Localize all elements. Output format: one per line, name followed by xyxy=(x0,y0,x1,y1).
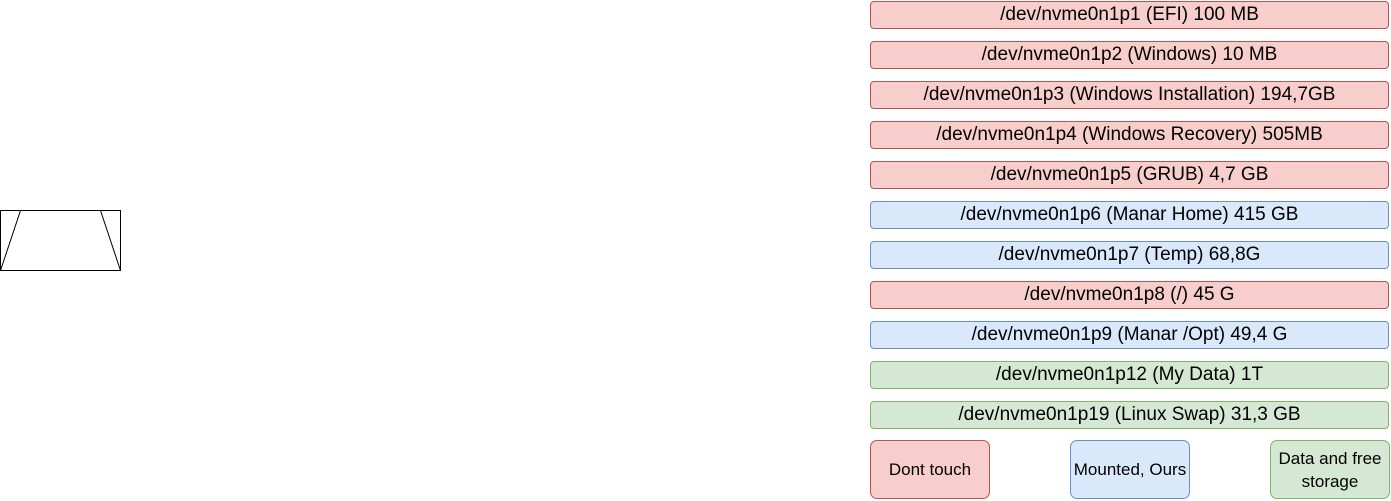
partition-p3[interactable]: /dev/nvme0n1p3 (Windows Installation) 19… xyxy=(870,81,1389,109)
partition-label: /dev/nvme0n1p5 (GRUB) 4,7 GB xyxy=(990,164,1269,185)
partition-label: /dev/nvme0n1p6 (Manar Home) 415 GB xyxy=(960,204,1299,225)
legend-label: Mounted, Ours xyxy=(1073,460,1187,479)
partition-label: /dev/nvme0n1p1 (EFI) 100 MB xyxy=(1000,4,1259,25)
partition-p9[interactable]: /dev/nvme0n1p9 (Manar /Opt) 49,4 G xyxy=(870,321,1389,349)
partition-p1[interactable]: /dev/nvme0n1p1 (EFI) 100 MB xyxy=(870,1,1389,29)
partition-label: /dev/nvme0n1p12 (My Data) 1T xyxy=(995,364,1264,385)
legend-dont-touch[interactable]: Dont touch xyxy=(870,440,990,499)
legend-label: Dont touch xyxy=(888,460,972,479)
partition-p6[interactable]: /dev/nvme0n1p6 (Manar Home) 415 GB xyxy=(870,201,1389,229)
legend-mounted[interactable]: Mounted, Ours xyxy=(1070,440,1190,499)
trapezoid-icon xyxy=(0,210,121,271)
partition-label: /dev/nvme0n1p7 (Temp) 68,8G xyxy=(998,244,1261,265)
partition-p4[interactable]: /dev/nvme0n1p4 (Windows Recovery) 505MB xyxy=(870,121,1389,149)
partition-label: /dev/nvme0n1p19 (Linux Swap) 31,3 GB xyxy=(958,404,1301,425)
partition-label: /dev/nvme0n1p9 (Manar /Opt) 49,4 G xyxy=(971,324,1288,345)
partition-p8[interactable]: /dev/nvme0n1p8 (/) 45 G xyxy=(870,281,1389,309)
partition-p19[interactable]: /dev/nvme0n1p19 (Linux Swap) 31,3 GB xyxy=(870,401,1389,429)
legend-label: Data and free storage xyxy=(1278,448,1382,491)
partition-label: /dev/nvme0n1p3 (Windows Installation) 19… xyxy=(923,84,1336,105)
partition-label: /dev/nvme0n1p2 (Windows) 10 MB xyxy=(981,44,1278,65)
partition-p5[interactable]: /dev/nvme0n1p5 (GRUB) 4,7 GB xyxy=(870,161,1389,189)
partition-label: /dev/nvme0n1p4 (Windows Recovery) 505MB xyxy=(936,124,1323,145)
partition-p12[interactable]: /dev/nvme0n1p12 (My Data) 1T xyxy=(870,361,1389,389)
partition-p2[interactable]: /dev/nvme0n1p2 (Windows) 10 MB xyxy=(870,41,1389,69)
partition-p7[interactable]: /dev/nvme0n1p7 (Temp) 68,8G xyxy=(870,241,1389,269)
legend-data[interactable]: Data and free storage xyxy=(1270,440,1390,499)
partition-label: /dev/nvme0n1p8 (/) 45 G xyxy=(1024,284,1235,305)
